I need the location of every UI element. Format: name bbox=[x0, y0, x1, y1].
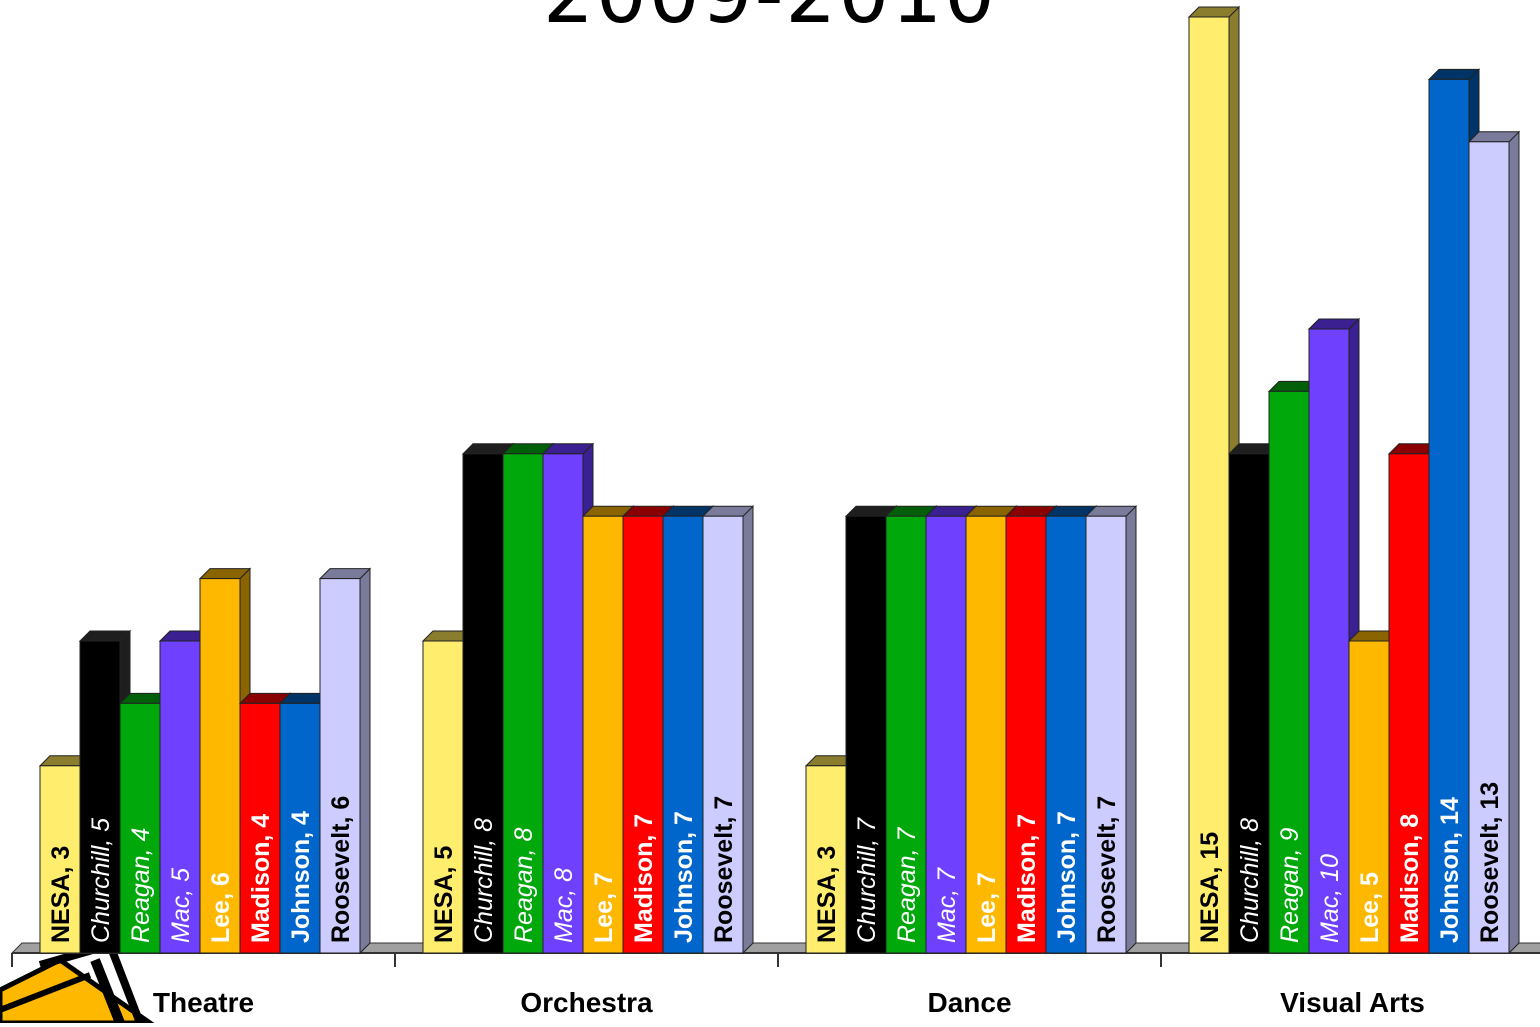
bar bbox=[1085, 515, 1127, 954]
data-label: Johnson, 7 bbox=[670, 811, 698, 943]
data-label: Johnson, 4 bbox=[287, 811, 315, 943]
x-tick-label: Theatre bbox=[153, 987, 254, 1018]
data-label: NESA, 15 bbox=[1196, 832, 1224, 943]
bar bbox=[1348, 640, 1390, 954]
bar bbox=[239, 702, 281, 954]
corner-decoration bbox=[0, 940, 158, 1026]
bar bbox=[279, 702, 321, 954]
data-label: Churchill, 7 bbox=[853, 817, 881, 943]
bar bbox=[79, 640, 121, 954]
bar bbox=[1045, 515, 1087, 954]
bar-dance-reagan: Reagan, 7 bbox=[884, 504, 938, 955]
data-label: Johnson, 7 bbox=[1053, 811, 1081, 943]
x-tick-label: Orchestra bbox=[520, 987, 653, 1018]
data-label: NESA, 5 bbox=[430, 846, 458, 943]
bar bbox=[159, 640, 201, 954]
data-label: Lee, 7 bbox=[973, 872, 1001, 943]
decoration-stroke bbox=[0, 972, 92, 1013]
bar bbox=[542, 453, 584, 954]
bar bbox=[662, 515, 704, 954]
bar bbox=[1268, 390, 1310, 954]
bar bbox=[119, 702, 161, 954]
data-label: Churchill, 5 bbox=[87, 818, 115, 943]
x-tick-label: Visual Arts bbox=[1280, 987, 1425, 1018]
bar-theatre-roosevelt: Roosevelt, 6 bbox=[318, 567, 372, 955]
bar bbox=[1188, 16, 1230, 954]
bar bbox=[1388, 453, 1430, 954]
bar bbox=[845, 515, 887, 954]
bar-visual-arts-roosevelt: Roosevelt, 13 bbox=[1467, 130, 1521, 955]
bar bbox=[1308, 328, 1350, 954]
data-label: Mac, 7 bbox=[933, 867, 961, 943]
data-label: Mac, 10 bbox=[1316, 854, 1344, 943]
data-label: Roosevelt, 7 bbox=[710, 796, 738, 943]
data-label: Churchill, 8 bbox=[470, 818, 498, 943]
bar-side bbox=[359, 567, 371, 955]
bar bbox=[1428, 78, 1470, 954]
decoration-stroke bbox=[90, 958, 125, 1025]
x-tick-label: Dance bbox=[927, 987, 1011, 1018]
data-label: NESA, 3 bbox=[813, 846, 841, 943]
bar-side bbox=[1508, 130, 1520, 955]
data-label: Reagan, 8 bbox=[510, 828, 538, 943]
bar bbox=[199, 578, 241, 954]
data-label: Lee, 7 bbox=[590, 872, 618, 943]
bar-side bbox=[742, 504, 754, 955]
bar bbox=[422, 640, 464, 954]
bar bbox=[965, 515, 1007, 954]
data-label: Johnson, 14 bbox=[1436, 797, 1464, 943]
bar bbox=[1468, 141, 1510, 954]
data-label: Mac, 5 bbox=[167, 868, 195, 943]
bar bbox=[925, 515, 967, 954]
bar-orchestra-roosevelt: Roosevelt, 7 bbox=[701, 504, 755, 955]
bar bbox=[582, 515, 624, 954]
bar bbox=[462, 453, 504, 954]
bar bbox=[39, 765, 81, 954]
bar-side bbox=[1125, 504, 1137, 955]
data-label: NESA, 3 bbox=[47, 846, 75, 943]
bar bbox=[702, 515, 744, 954]
data-label: Madison, 7 bbox=[630, 814, 658, 943]
bar-visual-arts-madison: Madison, 8 bbox=[1387, 442, 1441, 955]
bar bbox=[319, 578, 361, 954]
bar bbox=[1228, 453, 1270, 954]
data-label: Reagan, 4 bbox=[127, 828, 155, 943]
chart-title: 2009-2010 bbox=[0, 0, 1540, 41]
data-label: Madison, 7 bbox=[1013, 814, 1041, 943]
data-label: Madison, 8 bbox=[1396, 814, 1424, 943]
data-label: Mac, 8 bbox=[550, 868, 578, 943]
data-label: Reagan, 9 bbox=[1276, 828, 1304, 943]
bar bbox=[885, 515, 927, 954]
data-label: Roosevelt, 7 bbox=[1093, 796, 1121, 943]
data-label: Lee, 5 bbox=[1356, 872, 1384, 943]
data-label: Lee, 6 bbox=[207, 872, 235, 943]
bar bbox=[805, 765, 847, 954]
bar-dance-roosevelt: Roosevelt, 7 bbox=[1084, 504, 1138, 955]
data-label: Madison, 4 bbox=[247, 814, 275, 943]
data-label: Reagan, 7 bbox=[893, 827, 921, 943]
data-label: Roosevelt, 13 bbox=[1476, 782, 1504, 943]
bar bbox=[1005, 515, 1047, 954]
data-label: Churchill, 8 bbox=[1236, 818, 1264, 943]
data-label: Roosevelt, 6 bbox=[327, 796, 355, 943]
